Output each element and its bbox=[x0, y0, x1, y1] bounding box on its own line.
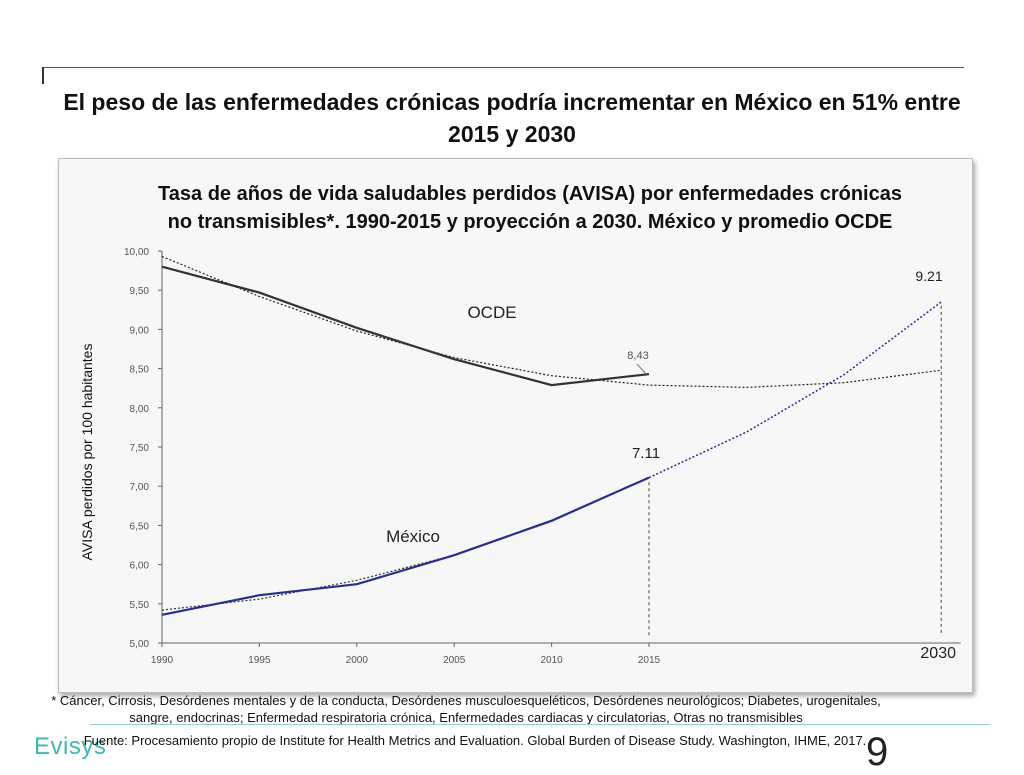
evisys-logo: Evisys bbox=[34, 733, 107, 760]
y-tick-label: 7,50 bbox=[130, 443, 150, 454]
chart-title: Tasa de años de vida saludables perdidos… bbox=[158, 183, 902, 233]
page-number: 9 bbox=[866, 730, 889, 774]
mexico-projection-line bbox=[648, 301, 942, 479]
footnote: * Cáncer, Cirrosis, Desórdenes mentales … bbox=[51, 693, 881, 725]
y-tick-label: 8,00 bbox=[130, 404, 150, 415]
y-tick-label: 8,50 bbox=[130, 365, 150, 376]
y-tick-label: 7,00 bbox=[130, 482, 150, 493]
series-label-oecd: OCDE bbox=[467, 303, 516, 322]
y-tick-label: 6,50 bbox=[130, 521, 150, 532]
y-tick-label: 5,50 bbox=[130, 600, 150, 611]
leader-oecd-2015 bbox=[636, 363, 647, 375]
top-corner-mark bbox=[42, 67, 44, 84]
y-tick-label: 6,00 bbox=[130, 561, 150, 572]
mexico-trend-line bbox=[161, 477, 650, 611]
x-end-label: 2030 bbox=[920, 645, 956, 662]
x-tick-label: 1990 bbox=[151, 655, 174, 666]
top-rule bbox=[42, 67, 964, 68]
x-tick-label: 2005 bbox=[443, 655, 466, 666]
source-note: Fuente: Procesamiento propio de Institut… bbox=[83, 733, 867, 748]
x-tick-label: 2010 bbox=[540, 655, 563, 666]
x-tick-label: 2000 bbox=[346, 655, 369, 666]
x-tick-label: 2015 bbox=[638, 655, 661, 666]
chart-panel bbox=[58, 158, 973, 693]
y-tick-label: 5,00 bbox=[130, 639, 150, 650]
series-label-mexico: México bbox=[386, 527, 440, 546]
data-label-oecd-2015: 8,43 bbox=[627, 350, 648, 362]
slide-title: El peso de las enfermedades crónicas pod… bbox=[63, 89, 961, 147]
bottom-rule bbox=[90, 724, 990, 725]
data-label-mexico-2015: 7.11 bbox=[632, 445, 660, 462]
y-tick-label: 10,00 bbox=[124, 247, 149, 258]
x-tick-label: 1995 bbox=[248, 655, 271, 666]
y-tick-label: 9,00 bbox=[130, 325, 150, 336]
oecd-trend-line bbox=[161, 255, 942, 389]
mexico-series-line bbox=[161, 476, 650, 616]
y-tick-label: 9,50 bbox=[130, 286, 150, 297]
oecd-series-line bbox=[161, 265, 650, 387]
data-label-mexico-2030: 9.21 bbox=[915, 268, 942, 284]
